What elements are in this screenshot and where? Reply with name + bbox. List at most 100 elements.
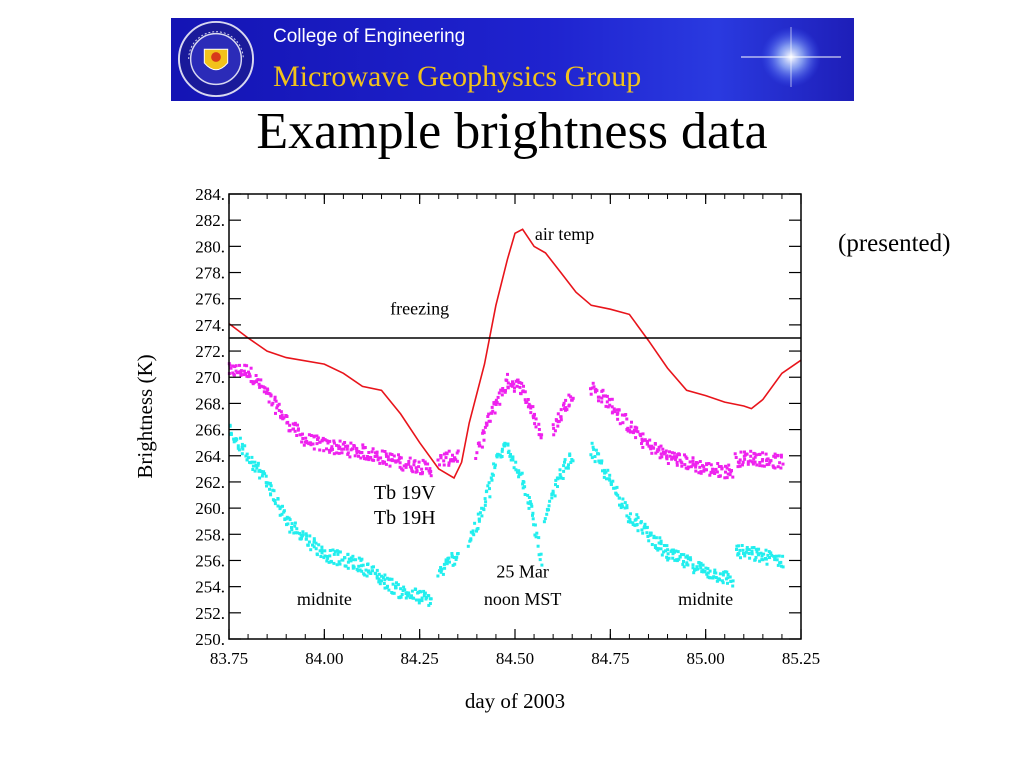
tb19h-point (725, 570, 729, 574)
tb19v-point (684, 466, 688, 470)
tb19v-point (630, 420, 633, 424)
tb19v-point (384, 462, 388, 466)
tb19v-point (277, 402, 281, 406)
tb19h-point (775, 554, 778, 558)
tb19h-point (609, 481, 613, 484)
tb19v-point (694, 469, 698, 473)
tb19h-point (700, 570, 704, 574)
tb19h-point (543, 517, 547, 521)
tb19v-point (275, 406, 279, 410)
tb19h-point (315, 553, 319, 557)
tb19v-point (753, 460, 757, 464)
tb19h-point (721, 581, 725, 585)
tb19v-point (417, 460, 421, 464)
tb19v-point (755, 463, 759, 467)
tb19v-point (305, 440, 309, 443)
tb19h-point (300, 536, 303, 540)
tb19v-point (591, 381, 595, 385)
tb19v-point (752, 457, 756, 461)
tb19v-point (361, 443, 365, 447)
tb19h-point (659, 542, 663, 546)
tb19v-point (236, 371, 240, 375)
tb19v-point (698, 460, 702, 463)
tb19h-point (645, 525, 649, 529)
tb19v-point (234, 364, 238, 368)
tb19v-point (407, 460, 411, 463)
tb19v-point (621, 421, 625, 425)
tb19h-point (367, 569, 371, 573)
tb19v-point (436, 458, 440, 462)
tb19v-point (475, 451, 479, 455)
tb19h-point (618, 503, 621, 507)
tb19v-point (620, 413, 624, 417)
tb19v-point (451, 453, 454, 457)
tb19h-point (422, 594, 426, 598)
tb19v-point (736, 465, 740, 469)
tb19v-point (691, 462, 695, 466)
tb19v-point (533, 412, 536, 416)
tb19v-point (689, 465, 693, 469)
y-tick-label: 264. (195, 447, 225, 466)
tb19h-point (652, 534, 656, 538)
tb19h-point (531, 517, 535, 521)
tb19h-point (406, 594, 410, 598)
tb19h-point (597, 459, 601, 463)
tb19h-point (737, 552, 741, 556)
tb19h-point (445, 562, 449, 566)
tb19v-point (565, 408, 569, 412)
tb19h-point (517, 475, 521, 479)
tb19v-point (613, 410, 617, 414)
tb19v-point (730, 469, 733, 472)
tb19h-point (779, 560, 783, 564)
tb19v-point (264, 391, 268, 395)
tb19h-point (282, 510, 286, 514)
tb19h-point (288, 530, 292, 534)
tb19h-point (636, 529, 640, 533)
tb19v-point (486, 415, 490, 418)
tb19v-point (494, 398, 498, 402)
tb19v-point (428, 467, 432, 471)
tb19v-point (711, 467, 715, 471)
tb19v-point (709, 463, 713, 467)
tb19h-point (383, 573, 387, 577)
tb19v-point (375, 454, 379, 458)
tb19v-point (739, 450, 743, 454)
tb19h-point (392, 591, 396, 595)
y-tick-label: 254. (195, 578, 225, 597)
tb19v-point (683, 463, 687, 467)
tb19h-point (279, 505, 283, 509)
x-tick-label: 84.00 (305, 649, 343, 668)
tb19v-point (515, 384, 519, 388)
tb19v-point (247, 370, 250, 374)
tb19v-point (394, 460, 398, 464)
tb19h-point (240, 442, 244, 446)
tb19h-point (535, 531, 539, 535)
tb19h-point (553, 494, 557, 498)
tb19v-point (720, 467, 724, 471)
tb19v-point (407, 462, 411, 466)
tb19h-point (526, 493, 530, 497)
tb19v-point (719, 465, 723, 468)
tb19v-point (238, 363, 241, 367)
tb19v-point (781, 462, 785, 466)
tb19v-point (420, 467, 424, 471)
tb19h-point (256, 461, 260, 465)
tb19v-point (648, 445, 652, 449)
tb19v-point (487, 412, 491, 416)
tb19h-point (436, 574, 440, 578)
tb19v-point (500, 393, 504, 397)
tb19v-point (671, 455, 675, 459)
tb19v-point (383, 460, 386, 464)
tb19h-point (317, 543, 321, 547)
tb19v-point (741, 463, 744, 467)
tb19v-point (282, 416, 286, 420)
tb19h-point (268, 481, 272, 485)
tb19h-point (508, 454, 512, 458)
tb19v-point (691, 456, 695, 460)
tb19v-point (348, 455, 352, 459)
tb19h-point (294, 531, 298, 535)
tb19v-point (415, 470, 419, 473)
tb19v-point (743, 457, 747, 461)
tb19v-point (449, 458, 453, 462)
tb19h-point (491, 473, 495, 477)
